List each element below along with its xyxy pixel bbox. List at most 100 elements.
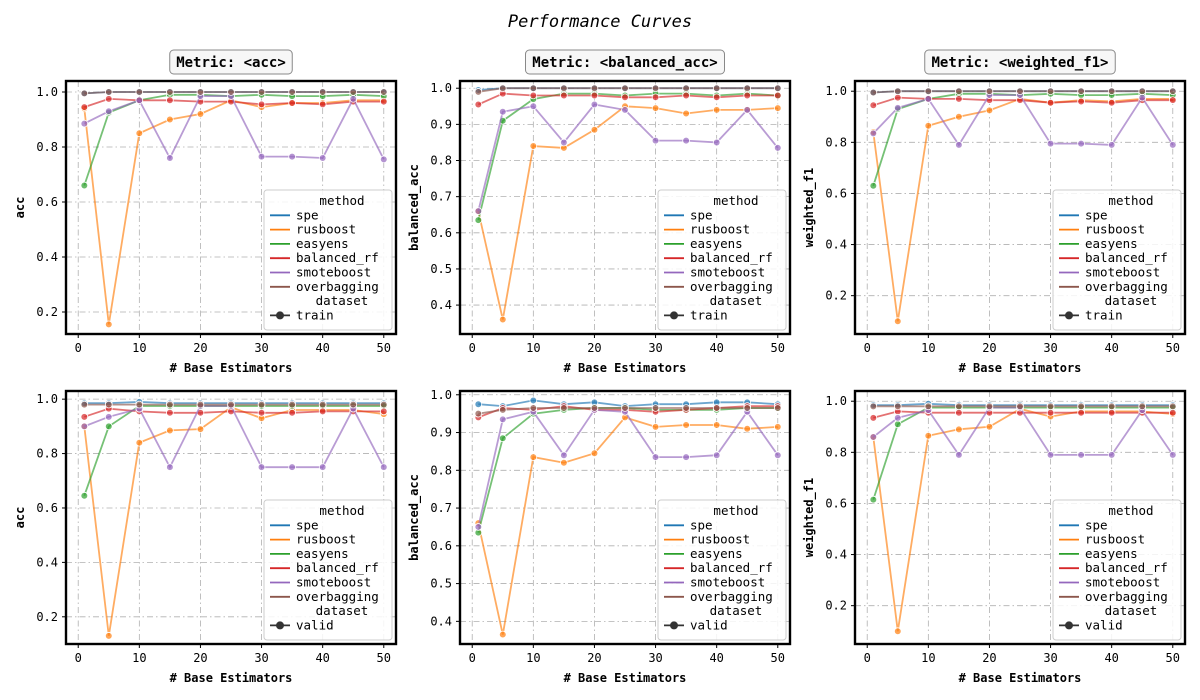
x-tick-label: 40	[1104, 341, 1118, 355]
y-axis-label: acc	[13, 197, 27, 219]
data-point-smoteboost	[1107, 451, 1116, 459]
data-point-balanced_rf	[379, 407, 388, 416]
x-tick-label: 20	[193, 341, 207, 355]
legend-header-dataset: dataset	[1105, 293, 1158, 308]
panel-title: Metric: <balanced_acc>	[532, 55, 717, 71]
legend-label-balanced_rf: balanced_rf	[690, 560, 773, 575]
data-point-smoteboost	[318, 154, 327, 162]
x-tick-label: 30	[1043, 651, 1057, 665]
y-axis-label: acc	[13, 507, 27, 529]
data-point-rusboost	[498, 315, 507, 324]
data-point-rusboost	[985, 422, 994, 431]
legend-label-smoteboost: smoteboost	[690, 575, 765, 590]
y-axis-label: weighted_f1	[802, 168, 817, 247]
x-tick-label: 40	[1104, 651, 1118, 665]
x-tick-label: 50	[1166, 341, 1180, 355]
chart-panel-5: 0 10 20 30 40 50 0.4 0.5 0.6 0.7 0.8 0.9 1.0 # Base E…	[407, 388, 792, 685]
data-point-smoteboost	[498, 107, 507, 116]
data-point-overbagging	[1046, 87, 1055, 96]
data-point-rusboost	[529, 453, 538, 461]
legend-header-dataset: dataset	[1105, 603, 1158, 618]
x-tick-label: 0	[75, 341, 82, 355]
data-point-overbagging	[893, 402, 902, 411]
legend-label-balanced_rf: balanced_rf	[1085, 250, 1168, 265]
data-point-balanced_rf	[869, 101, 878, 110]
data-point-smoteboost	[498, 415, 507, 424]
data-point-overbagging	[196, 88, 205, 96]
data-point-balanced_rf	[1168, 408, 1177, 417]
legend-box	[657, 189, 787, 331]
data-point-overbagging	[1016, 87, 1024, 96]
legend-label-balanced_rf: balanced_rf	[690, 250, 773, 265]
y-tick-label: 1.0	[825, 394, 847, 408]
data-point-smoteboost	[288, 463, 296, 471]
x-tick-label: 50	[377, 651, 391, 665]
legend-header-method: method	[319, 193, 364, 208]
panel-title-box	[525, 49, 725, 75]
data-point-overbagging	[560, 84, 568, 93]
data-point-smoteboost	[379, 155, 388, 164]
legend-marker-dataset	[276, 311, 284, 320]
legend: methodsperusboosteasyensbalanced_rfsmote…	[1052, 189, 1182, 331]
data-point-balanced_rf	[651, 93, 660, 102]
legend-header-dataset: dataset	[710, 293, 763, 308]
y-tick-label: 0.7	[430, 190, 452, 204]
legend-label-spe: spe	[690, 207, 713, 222]
data-point-overbagging	[985, 87, 994, 96]
legend-label-easyens: easyens	[690, 236, 743, 251]
series-line-smoteboost	[83, 405, 385, 470]
data-point-balanced_rf	[1077, 408, 1085, 417]
legend-label-dataset: valid	[690, 617, 728, 632]
legend-label-rusboost: rusboost	[1085, 222, 1145, 237]
data-point-overbagging	[1138, 402, 1147, 411]
data-point-smoteboost	[1046, 139, 1055, 148]
data-point-overbagging	[893, 87, 902, 96]
data-point-smoteboost	[288, 152, 296, 161]
x-tick-label: 10	[132, 341, 146, 355]
y-tick-label: 0.6	[36, 501, 58, 515]
legend-label-dataset: valid	[1085, 617, 1123, 632]
y-tick-label: 0.2	[825, 599, 847, 613]
data-point-overbagging	[651, 84, 660, 93]
data-point-overbagging	[560, 404, 568, 412]
x-tick-label: 0	[864, 651, 871, 665]
data-point-balanced_rf	[529, 91, 538, 100]
data-point-rusboost	[682, 109, 690, 118]
data-point-smoteboost	[1077, 139, 1085, 148]
data-point-smoteboost	[80, 119, 89, 128]
x-tick-label: 0	[469, 341, 476, 355]
legend-label-balanced_rf: balanced_rf	[296, 560, 379, 575]
y-tick-label: 0.6	[430, 539, 452, 553]
y-tick-label: 0.4	[825, 238, 847, 252]
data-point-smoteboost	[651, 453, 660, 461]
data-point-overbagging	[743, 84, 752, 93]
data-point-smoteboost	[869, 129, 878, 138]
plot-frame	[64, 79, 398, 336]
series-line-smoteboost	[872, 94, 1174, 147]
y-tick-label: 0.9	[430, 426, 452, 440]
data-point-overbagging	[590, 84, 599, 93]
data-point-overbagging	[227, 400, 235, 409]
data-point-overbagging	[135, 88, 144, 96]
y-tick-label: 1.0	[36, 85, 58, 99]
legend-label-spe: spe	[296, 517, 319, 532]
chart-panel-3: 0 10 20 30 40 50 0.2 0.4 0.6 0.8 1.0 # Base Estimat…	[802, 49, 1187, 375]
data-point-smoteboost	[893, 104, 902, 112]
x-tick-label: 40	[315, 341, 329, 355]
x-tick-label: 40	[709, 651, 723, 665]
legend-box	[657, 499, 787, 641]
data-point-overbagging	[773, 404, 782, 412]
legend-label-balanced_rf: balanced_rf	[296, 250, 379, 265]
data-point-smoteboost	[621, 106, 629, 114]
data-point-rusboost	[135, 438, 144, 447]
legend-label-spe: spe	[690, 517, 713, 532]
legend-label-spe: spe	[1085, 207, 1108, 222]
data-point-balanced_rf	[288, 99, 296, 107]
data-point-overbagging	[1138, 87, 1147, 96]
panel-title-box	[924, 49, 1116, 75]
y-tick-label: 0.8	[825, 445, 847, 459]
data-point-overbagging	[166, 88, 174, 96]
data-point-rusboost	[743, 424, 752, 433]
data-point-rusboost	[893, 627, 902, 636]
data-point-overbagging	[288, 400, 296, 409]
